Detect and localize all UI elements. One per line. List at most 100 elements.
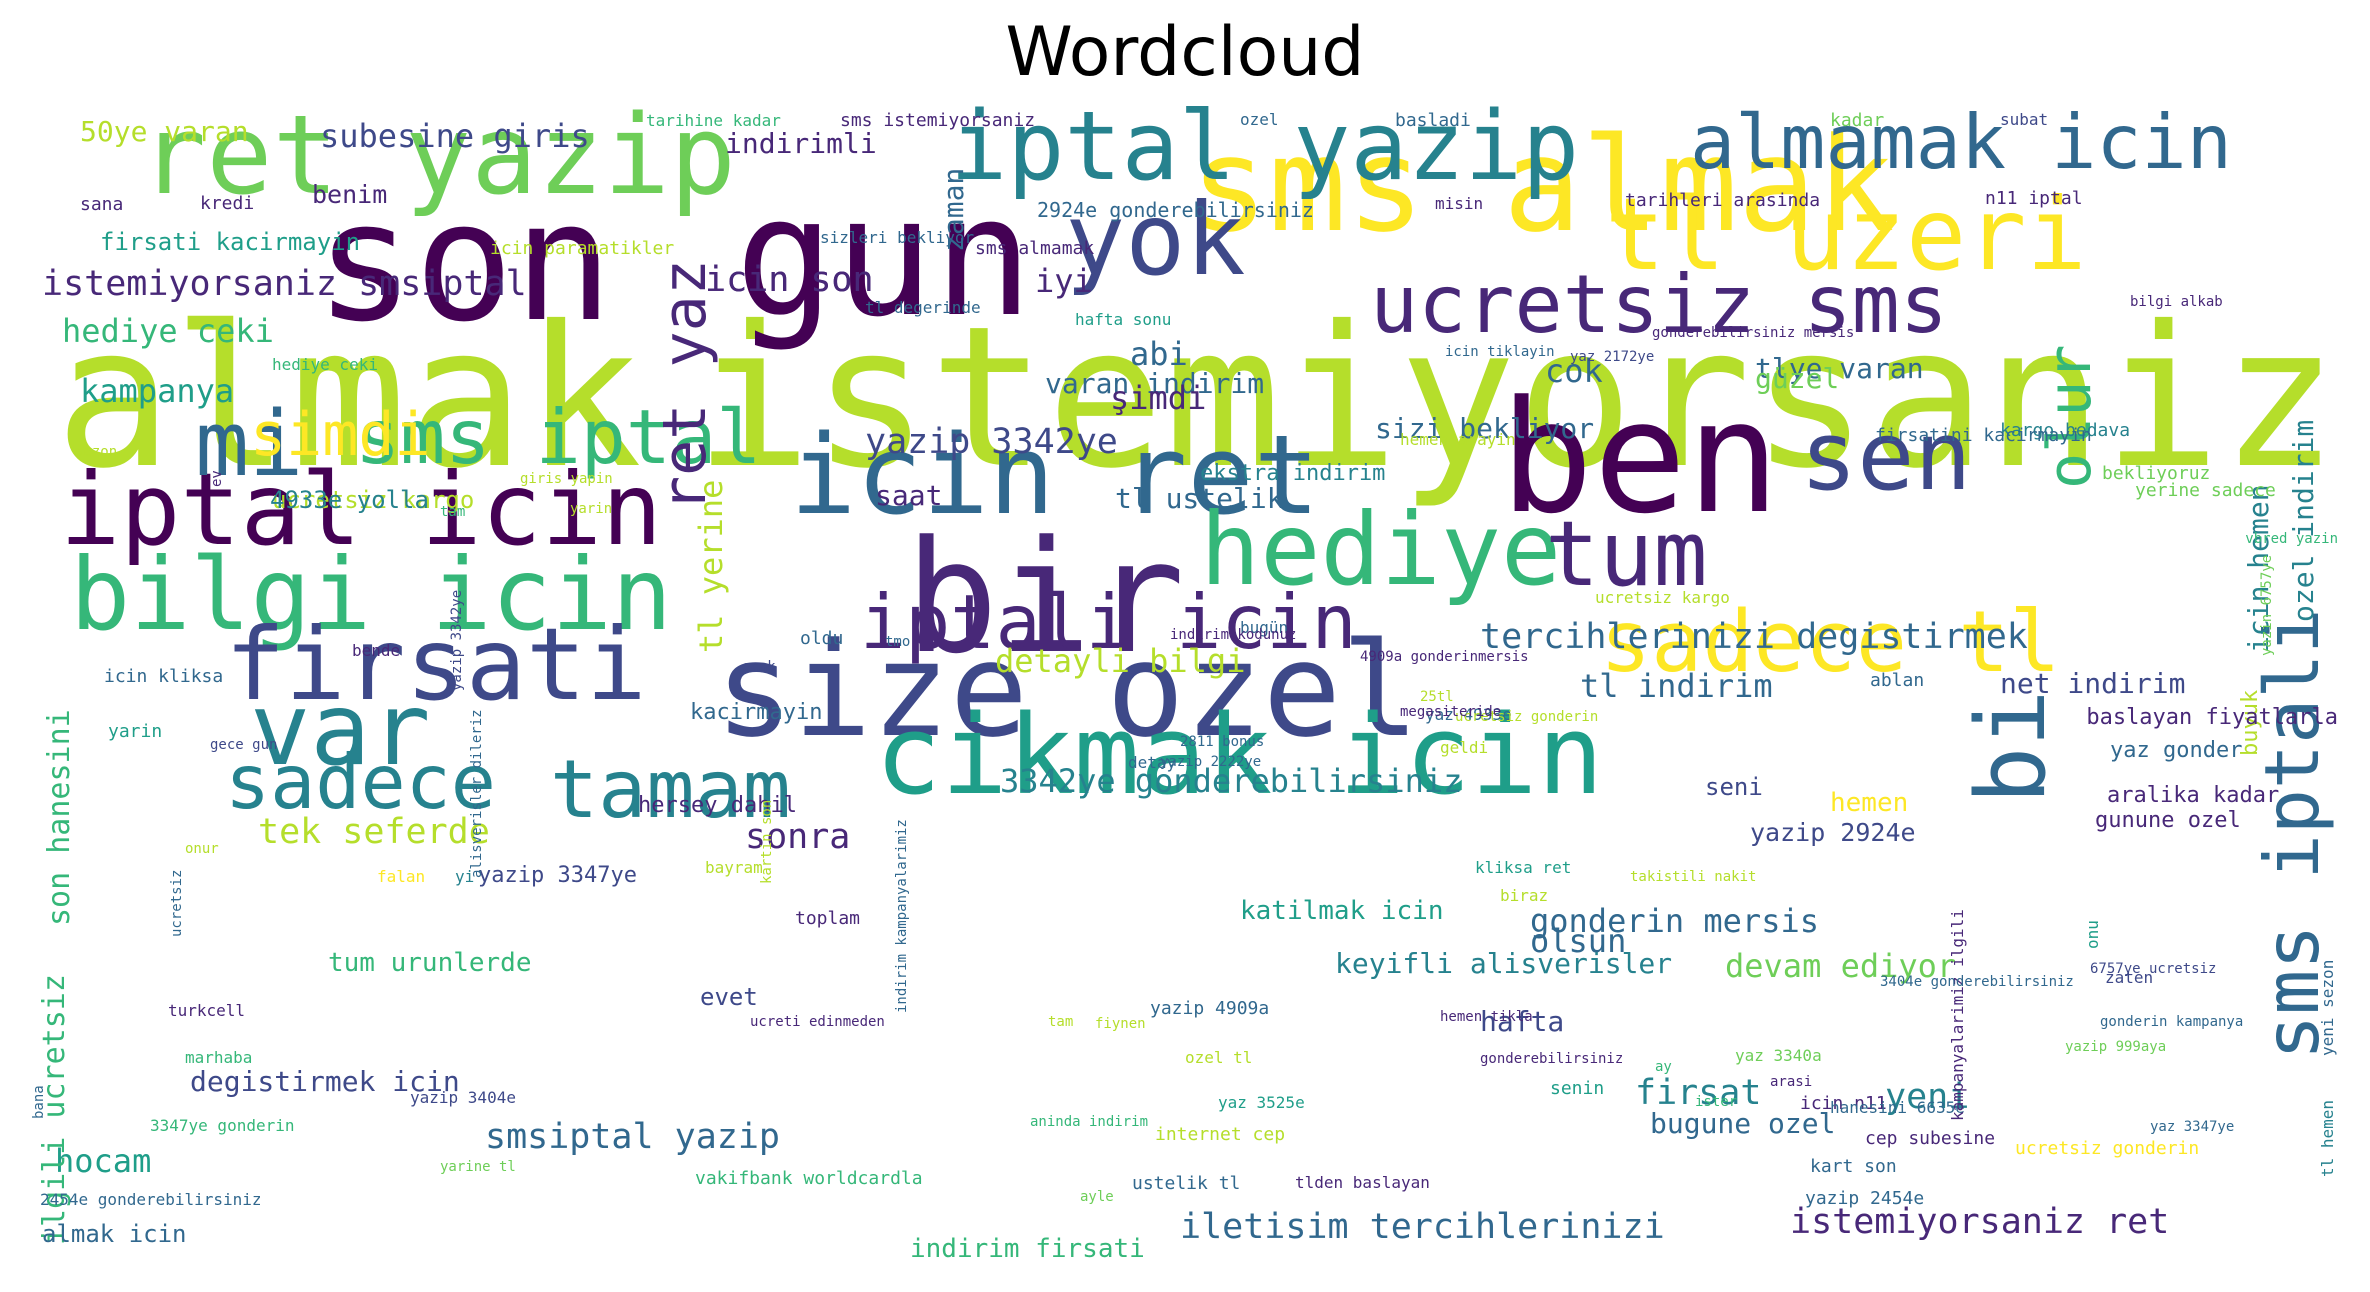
- word-yarin: yarin: [570, 501, 613, 517]
- word-onu: onu: [2083, 919, 2102, 949]
- word-toplam: toplam: [795, 908, 861, 929]
- word-bende: bende: [352, 641, 401, 660]
- word-tum-urunlerde: tum urunlerde: [328, 948, 532, 978]
- word-sadece-tl: sadece tl: [1600, 593, 2061, 692]
- word-tmo: tmo: [885, 634, 911, 650]
- word-ayle: ayle: [1080, 1189, 1114, 1205]
- word-tl-yerine: tl yerine: [692, 479, 730, 653]
- word-tl-degerinde: tl degerinde: [865, 298, 981, 317]
- word-tercihlerinizi-degistirmek: tercihlerinizi degistirmek: [1480, 617, 2028, 657]
- word-kampanyalarimiz-ilgili: kampanyalarimiz ilgili: [1948, 909, 1967, 1122]
- word-sen: sen: [1800, 402, 1972, 512]
- word-misin: misin: [1435, 194, 1484, 213]
- word-gonderin-mersis: gonderin mersis: [1530, 902, 1819, 940]
- word-simdi: simdi: [250, 400, 431, 470]
- word-25tl: 25tl: [1420, 689, 1454, 705]
- word-bekliyoruz: bekliyoruz: [2102, 463, 2211, 484]
- word-yazip-2222ye: yazip 2222ye: [1160, 754, 1262, 770]
- word-indirim-kodunuz: indirim kodunuz: [1170, 627, 1297, 643]
- word-yi: yi: [455, 867, 475, 886]
- word-vakifbank-worldcardla: vakifbank worldcardla: [695, 1168, 923, 1189]
- word-2924e-gonderebilirsiniz: 2924e gonderebilirsiniz: [1037, 198, 1314, 222]
- word-tlye-varan: tlye varan: [1755, 352, 1924, 385]
- word-tl-indirim: tl indirim: [1580, 667, 1773, 705]
- word-sana: sana: [80, 194, 124, 215]
- word-2454e-gonderebilirsiniz: 2454e gonderebilirsiniz: [40, 1190, 262, 1209]
- word-almamak-icin: almamak icin: [1690, 98, 2232, 186]
- word-sadece: sadece: [225, 738, 496, 826]
- word-aninda-indirim: aninda indirim: [1030, 1114, 1149, 1130]
- word-4933e-yolla: 4933e yolla: [270, 486, 429, 514]
- word-onur: onur: [185, 841, 219, 857]
- word-geldi: geldi: [1440, 738, 1489, 757]
- word-tek-seferde: tek seferde: [258, 812, 490, 852]
- word-yeni-sezon: yeni sezon: [2318, 959, 2337, 1056]
- word-detay: detay: [1128, 753, 1177, 772]
- word-yarin: yarin: [108, 721, 163, 742]
- word-cok: cok: [1545, 352, 1603, 390]
- word-yazin-6757ye: yazin 6757ye: [2259, 554, 2275, 656]
- word-tam: tam: [440, 504, 466, 520]
- word-mi: mi: [195, 392, 304, 497]
- word-hafta: hafta: [1480, 1005, 1565, 1038]
- word-tam: tam: [1048, 1014, 1074, 1030]
- word-biraz: biraz: [1500, 886, 1549, 905]
- word-hocam: hocam: [55, 1142, 152, 1180]
- word-ozel-tl: ozel tl: [1185, 1048, 1253, 1067]
- word-sms-istemiyorsaniz: sms istemiyorsaniz: [840, 110, 1036, 131]
- word-ucretsiz: ucretsiz: [169, 869, 185, 938]
- word-internet-cep: internet cep: [1155, 1124, 1286, 1145]
- word-son-hanesini: son hanesini: [42, 709, 77, 926]
- word-ucretsiz-kargo: ucretsiz kargo: [272, 486, 475, 514]
- word-olsun: olsun: [1530, 922, 1627, 960]
- word-bayram: bayram: [705, 858, 763, 877]
- word-ev: ev: [209, 469, 225, 487]
- word-net-indirim: net indirim: [2000, 667, 2186, 700]
- word-bugune-ozel: bugune ozel: [1650, 1107, 1836, 1140]
- word-benim: benim: [312, 180, 388, 209]
- word-icin-paramatikler: icin paramatikler: [490, 238, 675, 259]
- word-fiynen: fiynen: [1095, 1016, 1146, 1032]
- word-subat: subat: [2000, 110, 2049, 129]
- word-ustelik-tl: ustelik tl: [1132, 1173, 1241, 1194]
- word-hafta-sonu: hafta sonu: [1075, 310, 1172, 329]
- word-iptal-icin: iptal icin: [60, 451, 663, 568]
- word-hediye: hediye: [1200, 491, 1562, 608]
- word-icin-n11: icin n11: [1800, 1093, 1887, 1114]
- word-kargo-bedava: kargo bedava: [2000, 420, 2131, 441]
- word-yeni: yeni: [1885, 1077, 1970, 1117]
- wordcloud-canvas: almak istemiyorsaniz son gun sms almak ben bir…: [30, 98, 2340, 1268]
- word-yazip-3404e: yazip 3404e: [410, 1088, 516, 1107]
- word-tlden-baslayan: tlden baslayan: [1295, 1173, 1430, 1192]
- word-basladi: basladi: [1395, 110, 1471, 131]
- word-sezon: sezon: [75, 444, 118, 460]
- word-iptal-yazip: iptal yazip: [950, 98, 1580, 202]
- word-tl-ustelik: tl ustelik: [1115, 482, 1284, 515]
- word-tamam: tamam: [550, 743, 791, 836]
- word-giris-yapin: giris yapin: [520, 471, 613, 487]
- word-yaz-3347ye: yaz 3347ye: [2150, 1119, 2235, 1135]
- word-sizleri-bekliyor: sizleri bekliyor: [820, 228, 975, 247]
- word-ucretsiz-gonderin: ucretsiz gonderin: [1455, 709, 1599, 725]
- word-almak: almak: [55, 284, 642, 511]
- word-ucretsiz-gonderin: ucretsiz gonderin: [2015, 1138, 2200, 1159]
- word-varan-indirim: varan indirim: [1045, 367, 1265, 400]
- wordcloud-title: Wordcloud: [1005, 13, 1365, 92]
- word-ucretsiz-kargo: ucretsiz kargo: [1595, 588, 1730, 607]
- word-yerine-sadece: yerine sadece: [2135, 480, 2276, 501]
- word-gunune-ozel: gunune ozel: [2095, 808, 2241, 833]
- word-cep-subesine: cep subesine: [1865, 1128, 1996, 1149]
- word-ablan: ablan: [1870, 670, 1925, 691]
- word-kampanya: kampanya: [80, 372, 235, 410]
- word-istemiyorsaniz: istemiyorsaniz: [694, 284, 2338, 511]
- word-falan: falan: [377, 867, 426, 886]
- word-aralika-kadar: aralika kadar: [2107, 783, 2280, 808]
- word-firsati-kacirmayin: firsati kacirmayin: [100, 228, 361, 256]
- word-ocak: ocak: [742, 659, 776, 675]
- word-yazip-4909a: yazip 4909a: [1150, 998, 1270, 1019]
- word-devam-ediyor: devam ediyor: [1725, 947, 1957, 985]
- word-yazip-3342ye: yazip 3342ye: [865, 422, 1118, 462]
- word-kadar: kadar: [1830, 110, 1885, 131]
- word-megasiteride: megasiteride: [1400, 704, 1502, 720]
- word-sizi-bekliyor: sizi bekliyor: [1375, 412, 1595, 445]
